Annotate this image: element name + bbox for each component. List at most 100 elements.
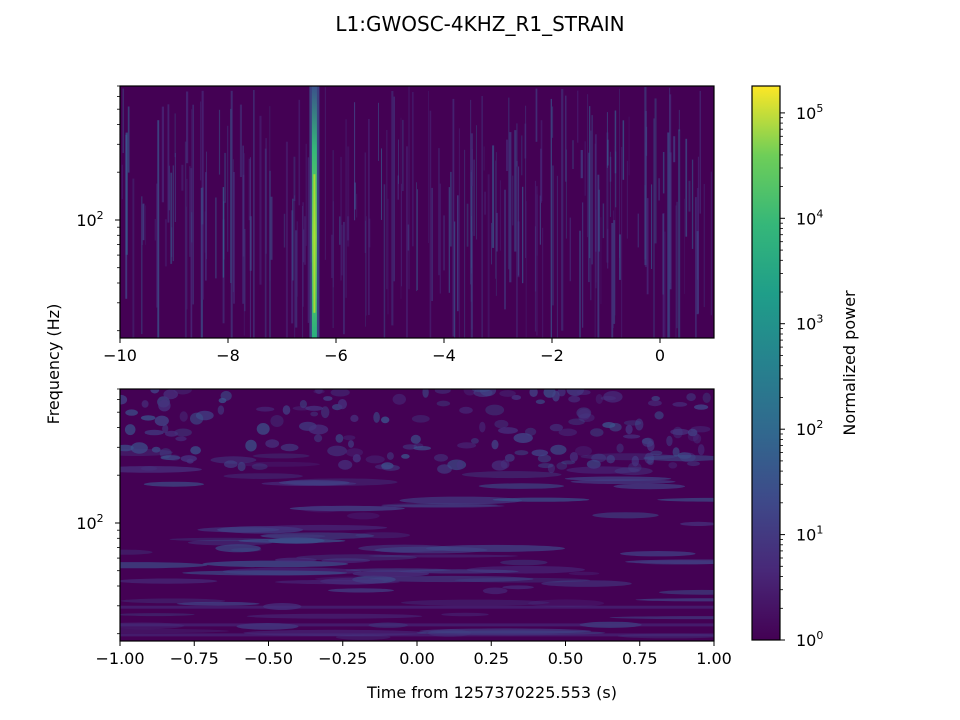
heatmap-blob (463, 389, 476, 396)
colorbar-gradient (752, 86, 780, 640)
heatmap-noise-streak (609, 151, 611, 217)
heatmap-noise-streak (347, 216, 350, 241)
heatmap-blob (251, 463, 268, 470)
heatmap-noise-streak (223, 201, 225, 260)
heatmap-blob (256, 423, 270, 435)
x-tick-label: 1.00 (696, 649, 732, 668)
heatmap-blob (635, 418, 644, 431)
heatmap-noise-streak (443, 215, 445, 271)
heatmap-noise-streak (121, 164, 123, 200)
heatmap-blob (237, 461, 246, 472)
heatmap-noise-streak (381, 148, 382, 220)
heatmap-blob (217, 405, 225, 415)
heatmap-blob (220, 390, 232, 401)
heatmap-blob (282, 405, 291, 415)
heatmap-blob (292, 406, 311, 411)
heatmap-noise-streak (283, 213, 286, 248)
heatmap-smear (301, 505, 346, 513)
heatmap-noise-streak (565, 95, 567, 182)
heatmap-noise-streak (191, 109, 193, 338)
heatmap-noise-streak (270, 196, 273, 260)
heatmap-noise-streak (406, 146, 408, 338)
colorbar-frame (751, 85, 781, 641)
panel-top-x-axis: −10 −8 −6 −4 −2 0 (103, 338, 665, 365)
heatmap-blob (330, 389, 350, 397)
heatmap-noise-streak (154, 219, 156, 241)
heatmap-blob (224, 460, 238, 469)
heatmap-noise-streak (673, 136, 676, 163)
heatmap-blob (606, 455, 615, 464)
heatmap-blob (175, 436, 187, 442)
heatmap-noise-streak (676, 201, 678, 329)
heatmap-blob (650, 450, 663, 456)
heatmap-blob (485, 404, 505, 416)
heatmap-noise-streak (186, 178, 188, 310)
heatmap-blob (352, 454, 361, 463)
heatmap-blob (165, 430, 178, 437)
heatmap-smear (620, 551, 696, 557)
heatmap-blob (265, 439, 280, 448)
heatmap-blob (535, 399, 546, 405)
heatmap-noise-streak (341, 224, 343, 276)
heatmap-smear (258, 524, 388, 531)
heatmap-noise-streak (595, 134, 597, 252)
heatmap-smear (400, 599, 550, 606)
heatmap-noise-streak (191, 212, 193, 243)
heatmap-noise-streak (517, 166, 520, 276)
heatmap-noise-streak (294, 195, 296, 338)
heatmap-blob (434, 454, 448, 462)
heatmap-band (120, 605, 714, 609)
heatmap-smear (187, 539, 273, 546)
heatmap-blob (308, 424, 329, 435)
heatmap-smear (368, 554, 519, 558)
heatmap-noise-streak (248, 158, 251, 221)
heatmap-blob (479, 421, 486, 433)
heatmap-noise-streak (401, 183, 402, 287)
heatmap-blob (651, 396, 660, 401)
heatmap-smear (120, 549, 153, 555)
heatmap-blob (158, 399, 171, 412)
heatmap-noise-streak (302, 229, 305, 263)
heatmap-blob (513, 433, 533, 443)
x-tick-label: −0.25 (318, 649, 367, 668)
colorbar-tick-label: 103 (796, 313, 823, 334)
heatmap-noise-streak (172, 165, 174, 262)
heatmap-noise-streak (607, 139, 609, 166)
heatmap-noise-streak (132, 178, 135, 338)
heatmap-blob (456, 460, 463, 470)
heatmap-noise-streak (675, 205, 677, 338)
heatmap-blob (422, 389, 429, 398)
x-tick-label: −10 (103, 346, 137, 365)
heatmap-noise-streak (397, 175, 399, 200)
heatmap-noise-streak (495, 152, 497, 296)
heatmap-smear (210, 456, 257, 464)
heatmap-noise-streak (298, 99, 301, 206)
x-tick-label: −6 (324, 346, 348, 365)
heatmap-smear (143, 481, 204, 487)
heatmap-blob (694, 404, 709, 410)
heatmap-blob (350, 414, 359, 422)
heatmap-smear (399, 496, 523, 505)
heatmap-noise-streak (587, 94, 589, 238)
heatmap-blob (299, 400, 307, 409)
heatmap-blob (348, 440, 354, 448)
panel-top-heatmap (121, 86, 714, 338)
heatmap-blob (537, 454, 552, 463)
heatmap-noise-streak (439, 183, 441, 294)
heatmap-blob (386, 452, 394, 460)
heatmap-smear (120, 562, 208, 569)
heatmap-noise-streak (534, 180, 537, 292)
heatmap-smear (120, 466, 202, 473)
heatmap-noise-streak (521, 135, 523, 176)
heatmap-noise-streak (205, 172, 207, 281)
heatmap-noise-streak (524, 123, 527, 159)
heatmap-noise-streak (307, 157, 310, 323)
heatmap-blob (125, 409, 138, 416)
colorbar: 100 101 102 103 104 105 Normalized power (751, 85, 859, 650)
heatmap-noise-streak (356, 193, 358, 218)
heatmap-smear (223, 473, 303, 479)
heatmap-smear (120, 598, 226, 604)
heatmap-blob (529, 389, 538, 397)
heatmap-blob (498, 427, 518, 434)
heatmap-blob (668, 462, 678, 469)
